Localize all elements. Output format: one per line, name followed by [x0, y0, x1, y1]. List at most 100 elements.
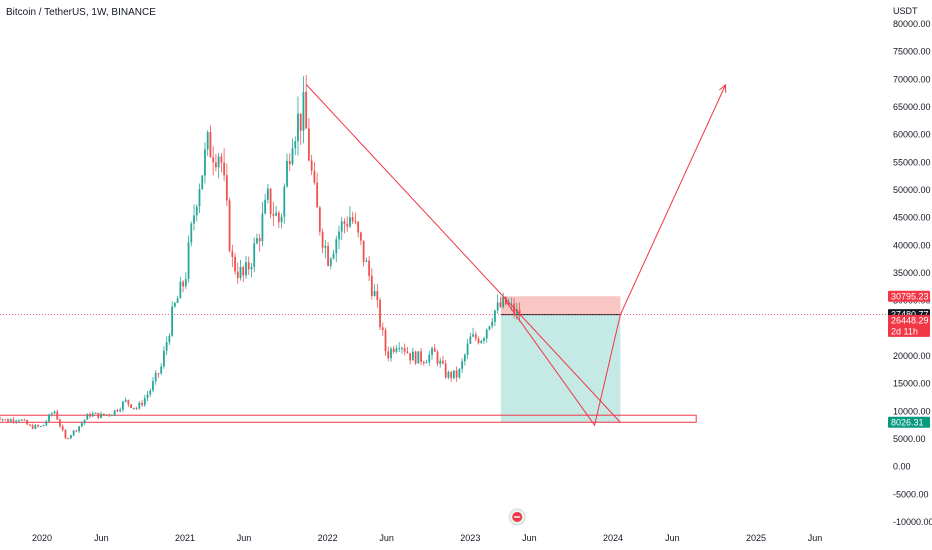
candle-body-79 [209, 131, 212, 158]
candle-body-130 [349, 217, 351, 227]
candle-body-15 [34, 424, 37, 429]
candle-body-140 [376, 290, 379, 301]
candle-body-73 [193, 215, 195, 224]
candle-body-21 [50, 413, 53, 415]
candle-body-75 [198, 189, 201, 207]
candle-body-56 [146, 394, 149, 399]
candle-body-76 [201, 175, 204, 190]
candle-body-54 [141, 402, 143, 405]
candle-body-116 [310, 160, 313, 171]
candle-body-147 [395, 348, 398, 352]
candle-body-27 [67, 438, 70, 440]
y-tick-label: 40000.00 [893, 240, 931, 250]
candle-body-7 [12, 419, 15, 422]
candle-body-132 [354, 221, 357, 223]
candle-body-85 [225, 175, 228, 201]
candle-body-190 [513, 303, 515, 315]
candle-body-111 [297, 113, 299, 142]
candle-body-117 [313, 170, 316, 183]
candle-body-176 [474, 334, 477, 339]
candle-body-63 [165, 342, 168, 351]
y-tick-label: 80000.00 [893, 19, 931, 29]
candle-body-8 [15, 420, 18, 422]
candle-body-101 [269, 188, 272, 215]
candle-body-64 [168, 335, 171, 343]
candle-body-104 [277, 212, 280, 223]
candle-body-58 [152, 381, 154, 391]
price-tag-label-3: 8026.31 [891, 417, 924, 427]
candle-body-42 [108, 414, 111, 416]
stop-loss-zone[interactable] [500, 296, 621, 315]
candle-body-135 [362, 240, 365, 262]
candle-body-71 [187, 242, 190, 280]
y-tick-label: 65000.00 [893, 102, 931, 112]
candle-body-98 [261, 213, 264, 242]
candle-body-97 [258, 238, 261, 242]
candle-body-165 [444, 363, 447, 378]
candle-body-45 [116, 410, 119, 412]
candle-body-184 [496, 302, 499, 311]
candle-body-43 [111, 415, 113, 417]
candle-body-123 [329, 258, 332, 266]
candle-body-49 [127, 399, 130, 405]
candle-body-162 [436, 351, 439, 364]
candle-body-139 [373, 290, 376, 296]
candle-body-166 [447, 372, 450, 378]
price-tag-2 [888, 314, 930, 337]
candle-body-99 [264, 199, 267, 214]
candle-body-80 [212, 157, 215, 163]
candle-body-17 [39, 426, 42, 428]
chart-title: Bitcoin / TetherUS, 1W, BINANCE [6, 7, 156, 18]
candle-body-3 [1, 419, 4, 421]
candle-body-174 [469, 336, 472, 344]
projection-path[interactable] [505, 84, 726, 427]
support-rectangle[interactable] [0, 414, 697, 423]
candle-body-113 [302, 92, 305, 131]
candle-body-115 [308, 128, 310, 161]
candle-body-154 [414, 351, 417, 364]
candle-body-156 [420, 351, 422, 362]
trend-line[interactable] [306, 84, 621, 423]
candle-body-159 [428, 354, 431, 363]
take-profit-zone[interactable] [500, 314, 621, 423]
y-tick-label: 75000.00 [893, 47, 931, 57]
candle-body-38 [97, 412, 100, 418]
candle-body-6 [9, 419, 12, 422]
x-tick-label: 2023 [460, 533, 480, 543]
candle-body-114 [305, 92, 308, 129]
x-tick-label: Jun [522, 533, 537, 543]
candle-body-44 [113, 410, 116, 416]
candle-body-118 [316, 182, 319, 208]
candle-body-168 [453, 370, 455, 379]
candle-body-177 [477, 338, 480, 343]
candle-body-192 [518, 309, 521, 317]
candle-body-125 [335, 239, 338, 254]
candle-body-9 [18, 420, 20, 422]
candle-body-82 [217, 156, 220, 168]
candle-body-155 [417, 351, 420, 364]
y-tick-label: 70000.00 [893, 74, 931, 84]
candle-body-32 [80, 423, 83, 427]
candle-body-67 [176, 298, 179, 303]
candle-body-5 [7, 419, 9, 422]
candle-body-59 [154, 373, 157, 382]
candle-body-29 [72, 430, 75, 436]
y-tick-label: 5000.00 [893, 434, 926, 444]
x-tick-label: 2020 [32, 533, 52, 543]
candle-body-121 [324, 245, 327, 248]
x-tick-label: 2022 [318, 533, 338, 543]
candle-body-175 [472, 334, 474, 337]
candle-body-124 [332, 253, 335, 259]
candle-body-179 [483, 338, 485, 341]
candle-body-74 [195, 206, 198, 216]
candle-body-105 [280, 216, 283, 223]
currency-label: USDT [893, 6, 918, 16]
candle-body-65 [171, 306, 174, 336]
candle-body-142 [381, 327, 384, 331]
y-tick-label: -10000.00 [893, 517, 932, 527]
candle-body-25 [61, 426, 64, 431]
candle-body-18 [42, 424, 45, 427]
candle-body-149 [401, 347, 403, 349]
candle-body-163 [439, 360, 442, 364]
